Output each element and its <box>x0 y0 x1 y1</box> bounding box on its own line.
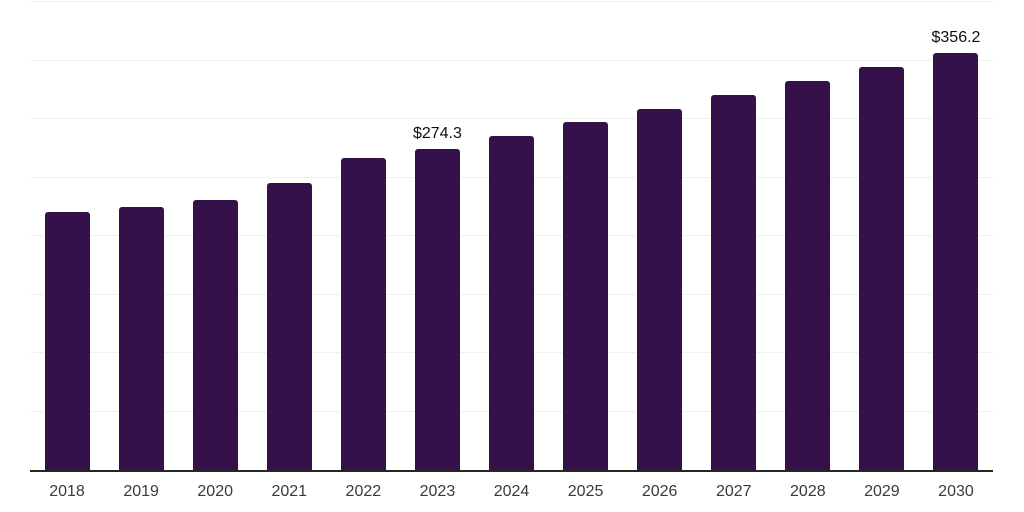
x-tick-label-2028: 2028 <box>790 483 826 500</box>
bar-2025 <box>563 122 609 470</box>
x-tick-label-2027: 2027 <box>715 483 752 500</box>
x-tick-label-2023: 2023 <box>419 483 456 500</box>
bar-2026 <box>637 108 683 470</box>
bar-2020 <box>192 200 238 470</box>
x-tick-label-2021: 2021 <box>271 483 308 500</box>
bar-2023 <box>414 149 460 470</box>
plot-area: $274.3 $356.2 <box>30 0 993 470</box>
bar-slot-2020 <box>178 0 252 470</box>
bar-slot-2029 <box>845 0 919 470</box>
bar-slot-2019 <box>104 0 178 470</box>
value-label-2030: $356.2 <box>931 29 981 47</box>
bar-slot-2026 <box>623 0 697 470</box>
bar-slot-2025 <box>549 0 623 470</box>
bar-slot-2021 <box>252 0 326 470</box>
bar-slot-2022 <box>326 0 400 470</box>
x-tick-label-2018: 2018 <box>49 483 85 500</box>
value-label-2023: $274.3 <box>412 125 462 143</box>
x-tick-label-2025: 2025 <box>567 483 604 500</box>
bar-slot-2027 <box>697 0 771 470</box>
bar-2024 <box>489 135 534 470</box>
x-tick-label-2020: 2020 <box>197 483 233 500</box>
bar-2030 <box>933 53 979 470</box>
x-tick-label-2024: 2024 <box>493 483 530 500</box>
bar-2029 <box>859 67 905 470</box>
x-tick-label-2026: 2026 <box>641 483 678 500</box>
x-axis-line <box>30 470 993 472</box>
bar-slot-2024 <box>474 0 548 470</box>
x-tick-label-2030: 2030 <box>938 483 974 500</box>
bar-2027 <box>711 95 757 470</box>
bar-2022 <box>340 158 386 470</box>
x-tick-label-2022: 2022 <box>345 483 382 500</box>
bars-container: $274.3 $356.2 <box>30 0 993 470</box>
bar-slot-2018 <box>30 0 104 470</box>
bar-2019 <box>118 206 164 470</box>
x-tick-label-2029: 2029 <box>864 483 900 500</box>
bar-2018 <box>44 211 90 470</box>
bar-slot-2023: $274.3 <box>400 0 474 470</box>
x-axis-labels: 2018 2019 2020 2021 2022 2023 2024 2025 2026 2027… <box>30 482 993 501</box>
bar-2028 <box>785 80 831 470</box>
bar-2021 <box>266 183 312 470</box>
bar-slot-2028 <box>771 0 845 470</box>
bar-slot-2030: $356.2 <box>919 0 993 470</box>
x-tick-label-2019: 2019 <box>123 483 159 500</box>
